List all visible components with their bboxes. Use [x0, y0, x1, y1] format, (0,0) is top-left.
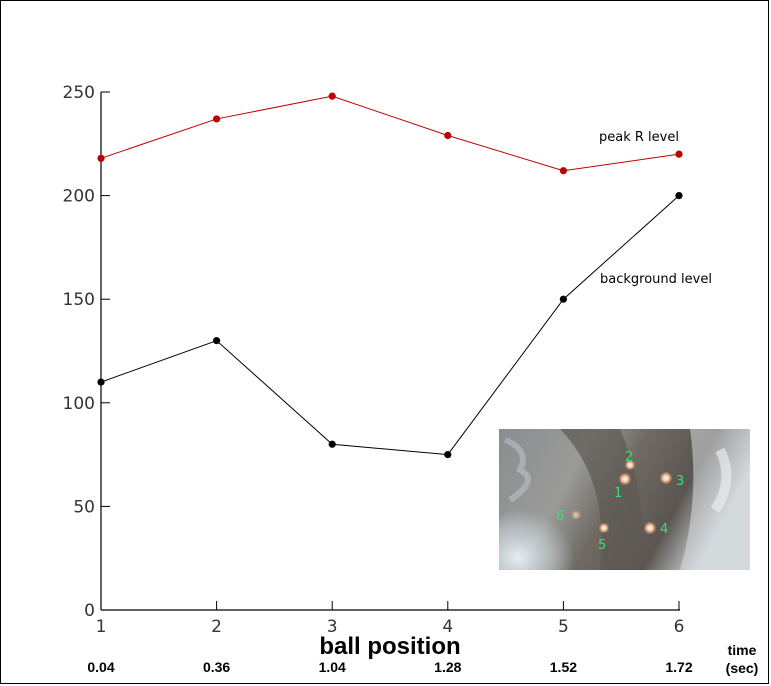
x-tick-label: 4: [442, 617, 453, 637]
inset-ball-5: [599, 523, 609, 533]
x-tick-label: 3: [327, 617, 338, 637]
inset-ball-6: [571, 510, 581, 520]
inset-label-1: 1: [614, 486, 622, 501]
x-ticks: 1 2 3 4 5 6: [96, 601, 685, 637]
inset-label-6: 6: [556, 509, 564, 524]
time-tick-label: 0.04: [87, 659, 114, 675]
data-point-0-3: [444, 131, 452, 140]
time-tick-label: 1.04: [319, 659, 346, 675]
y-tick-label: 50: [73, 497, 95, 517]
data-point-0-2: [328, 92, 336, 100]
inset-ball-3: [660, 472, 672, 484]
y-tick-label: 250: [63, 83, 95, 103]
time-tick-label: 1.52: [550, 659, 577, 675]
data-point-0-5: [675, 150, 683, 158]
y-tick-label: 150: [63, 290, 95, 310]
time-axis-unit: (sec): [726, 660, 759, 676]
y-tick-label: 200: [63, 187, 95, 207]
data-point-1-3: [444, 451, 452, 459]
series-group: [97, 92, 683, 459]
data-point-0-1: [213, 115, 221, 123]
inset-ball-4: [644, 522, 656, 534]
x-tick-label: 6: [674, 617, 685, 637]
inset-label-5: 5: [598, 538, 606, 553]
time-ticks: 0.04 0.36 1.04 1.28 1.52 1.72: [87, 659, 692, 675]
data-point-1-4: [559, 295, 568, 303]
inset-label-2: 2: [625, 450, 633, 465]
x-axis-title: ball position: [319, 633, 460, 660]
series-line-1: [100, 195, 680, 456]
data-point-1-0: [97, 378, 105, 386]
time-tick-label: 1.72: [665, 659, 692, 675]
data-point-0-0: [97, 154, 105, 162]
data-point-1-2: [328, 440, 336, 448]
series-label-background: background level: [600, 272, 712, 287]
data-point-1-5: [675, 192, 683, 200]
data-point-1-1: [213, 337, 221, 345]
time-axis-label: time: [728, 642, 757, 658]
series-line-0: [100, 95, 680, 172]
inset-label-3: 3: [676, 474, 684, 489]
data-point-0-4: [559, 167, 568, 175]
time-tick-label: 0.36: [203, 659, 230, 675]
series-label-peak-r: peak R level: [599, 130, 679, 145]
inset-label-4: 4: [660, 522, 668, 537]
y-tick-label: 100: [63, 394, 95, 414]
time-tick-label: 1.28: [434, 659, 461, 675]
photo-inset: 1 2 3 4 5 6: [499, 429, 750, 570]
y-ticks: 0 50 100 150 200 250: [63, 83, 110, 621]
inset-ball-2: [625, 460, 635, 470]
x-tick-label: 2: [211, 617, 222, 637]
x-tick-label: 5: [558, 617, 569, 637]
inset-ball-1: [619, 473, 631, 485]
y-tick-label: 0: [84, 601, 95, 621]
x-tick-label: 1: [96, 617, 107, 637]
